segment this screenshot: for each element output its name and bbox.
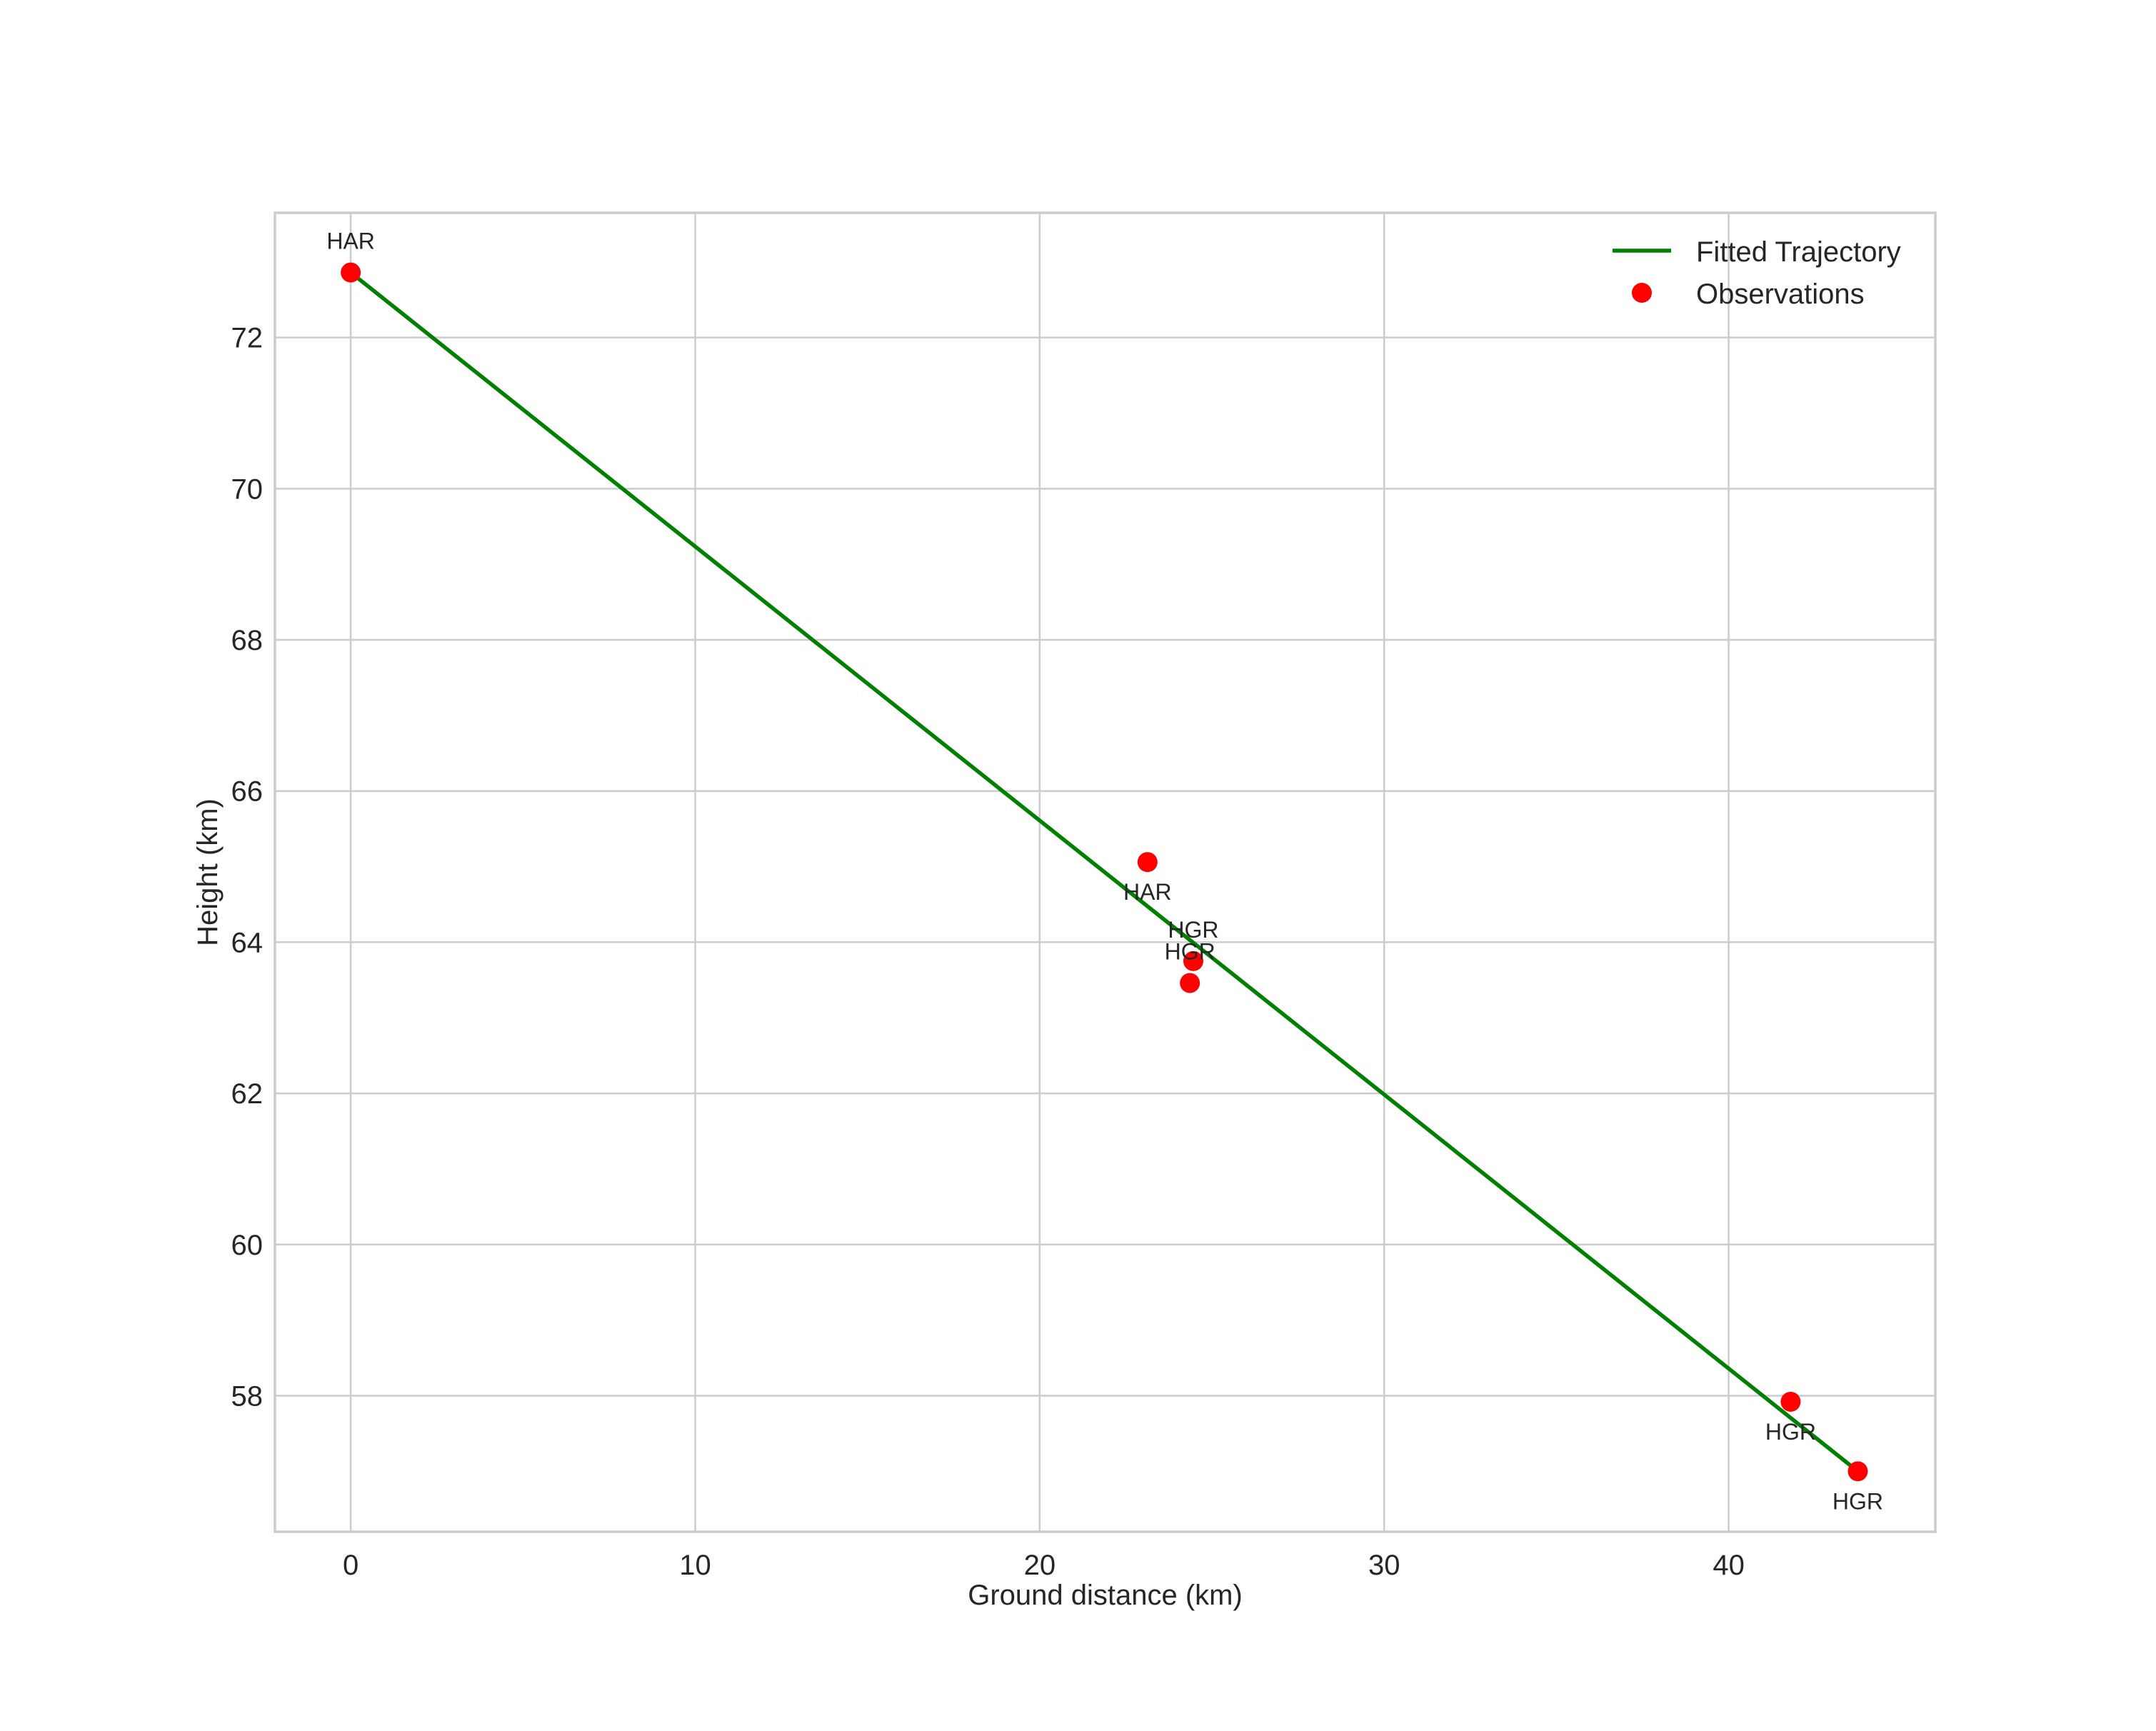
fitted-trajectory-line <box>348 269 1861 1475</box>
x-tick-label: 20 <box>1024 1550 1056 1581</box>
plot-series <box>341 262 1868 1482</box>
axes-frame <box>274 211 1937 1533</box>
y-tick-label: 62 <box>231 1078 264 1110</box>
y-tick-label: 70 <box>231 473 264 505</box>
legend: Fitted Trajectory Observations <box>1613 236 1901 310</box>
observation-marker <box>1780 1391 1801 1412</box>
y-tick-label: 60 <box>231 1230 264 1261</box>
grid-lines <box>275 213 1935 1532</box>
station-label: HGR <box>1765 1419 1816 1445</box>
observation-marker <box>341 262 361 283</box>
station-label: HAR <box>1123 879 1172 905</box>
x-tick-label: 10 <box>679 1550 711 1581</box>
x-tick-label: 30 <box>1368 1550 1400 1581</box>
y-axis-label: Height (km) <box>192 798 224 946</box>
observation-marker <box>1180 973 1200 993</box>
legend-label-observations: Observations <box>1696 279 1865 310</box>
y-tick-label: 66 <box>231 776 264 808</box>
x-axis-label: Ground distance (km) <box>968 1580 1243 1611</box>
observation-marker <box>1183 950 1203 971</box>
station-label: HGR <box>1832 1488 1883 1514</box>
x-tick-label: 0 <box>343 1550 359 1581</box>
y-axis-ticks: 58 60 62 64 66 68 70 72 <box>231 323 264 1413</box>
legend-marker-icon <box>1632 283 1652 303</box>
y-tick-label: 68 <box>231 625 264 656</box>
station-label: HGR <box>1168 917 1218 943</box>
observation-marker <box>1847 1461 1868 1482</box>
x-axis-ticks: 0 10 20 30 40 <box>343 1550 1745 1581</box>
legend-label-fitted-trajectory: Fitted Trajectory <box>1696 236 1901 268</box>
y-tick-label: 72 <box>231 323 264 354</box>
station-label: HGR <box>1165 939 1215 965</box>
y-tick-label: 64 <box>231 927 264 958</box>
x-tick-label: 40 <box>1713 1550 1745 1581</box>
observation-marker <box>1137 852 1158 873</box>
y-tick-label: 58 <box>231 1380 264 1412</box>
station-label: HAR <box>326 229 375 254</box>
